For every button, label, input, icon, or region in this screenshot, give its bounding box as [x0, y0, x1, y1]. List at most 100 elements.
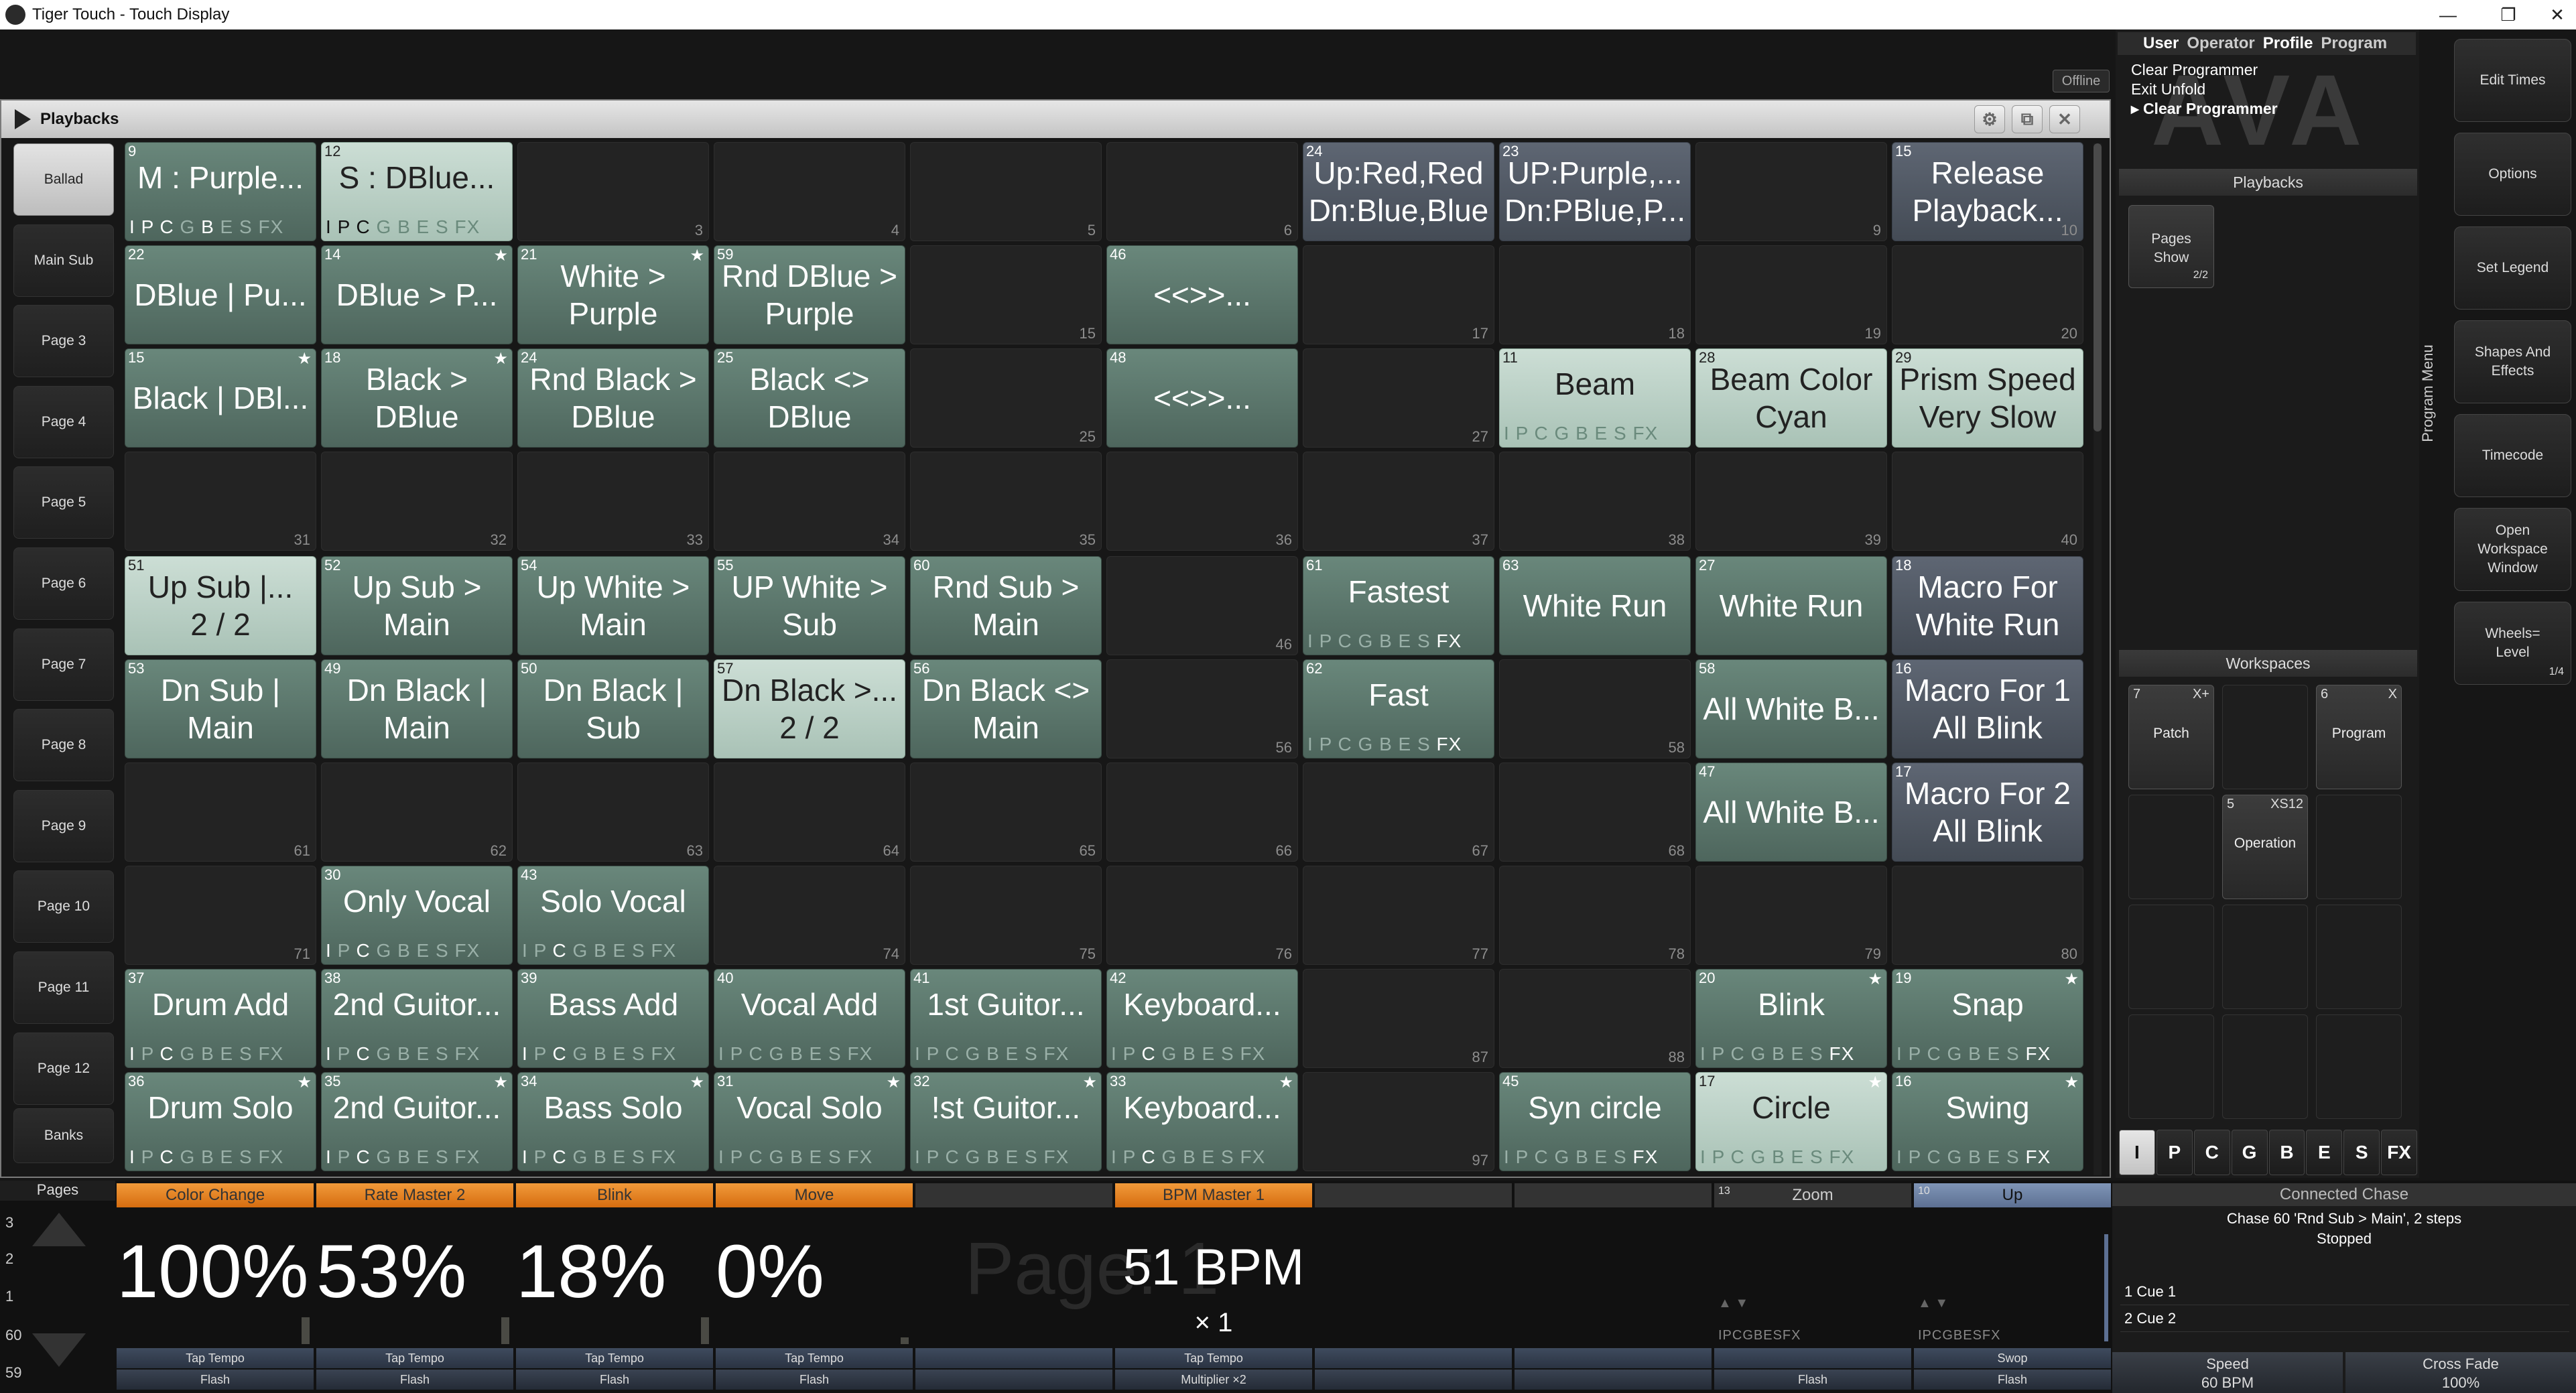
menu-item-clear-programmer-selected[interactable]: ▸ Clear Programmer — [2131, 100, 2278, 117]
playback-fader[interactable]: BPM Master 1 51 BPM × 1 Tap Tempo Multiplier… — [1115, 1183, 1312, 1391]
empty-playback[interactable]: 34 — [714, 452, 905, 551]
playback-button[interactable]: 47 All White B... — [1695, 762, 1887, 862]
empty-playback[interactable]: 3 — [517, 142, 709, 241]
program-menu-button[interactable]: Edit Times — [2454, 39, 2571, 122]
empty-playback[interactable]: 39 — [1695, 452, 1887, 551]
workspace-slot[interactable] — [2222, 905, 2308, 1009]
playback-button[interactable]: 39 Bass Add I P C G B E S FX — [517, 969, 709, 1068]
page-button[interactable]: Page 10 — [13, 870, 114, 943]
empty-playback[interactable]: 46 — [1106, 556, 1298, 655]
playback-button[interactable]: 32 ★ !st Guitor... I P C G B E S FX — [910, 1072, 1102, 1171]
workspace-slot[interactable] — [2128, 1014, 2214, 1119]
attribute-button-g[interactable]: G — [2231, 1130, 2268, 1175]
program-tab[interactable]: User — [2143, 34, 2179, 52]
attribute-button-s[interactable]: S — [2343, 1130, 2380, 1175]
flash-button[interactable]: Flash — [1714, 1370, 1911, 1390]
playback-button[interactable]: 45 Syn circle I P C G B E S FX — [1499, 1072, 1691, 1171]
playback-fader[interactable]: Blink 18% Tap Tempo Flash — [516, 1183, 713, 1391]
playback-fader[interactable] — [915, 1183, 1112, 1391]
empty-playback[interactable]: 32 — [321, 452, 513, 551]
playback-button[interactable]: 17 Macro For 2 All Blink — [1892, 762, 2083, 862]
page-button[interactable]: Ballad — [13, 143, 114, 216]
playback-button[interactable]: 49 Dn Black | Main — [321, 659, 513, 758]
empty-playback[interactable]: 62 — [321, 762, 513, 862]
flash-button[interactable] — [1315, 1370, 1512, 1390]
empty-playback[interactable]: 77 — [1303, 866, 1494, 965]
playback-button[interactable]: 27 White Run — [1695, 556, 1887, 655]
tap-button[interactable]: Tap Tempo — [716, 1348, 913, 1368]
playback-button[interactable]: 42 Keyboard... I P C G B E S FX — [1106, 969, 1298, 1068]
empty-playback[interactable]: 6 — [1106, 142, 1298, 241]
playback-button[interactable]: 40 Vocal Add I P C G B E S FX — [714, 969, 905, 1068]
playback-button[interactable]: 55 UP White > Sub — [714, 556, 905, 655]
playback-button[interactable]: 53 Dn Sub | Main — [125, 659, 316, 758]
page-button[interactable]: Page 3 — [13, 305, 114, 378]
playback-button[interactable]: 62 Fast I P C G B E S FX — [1303, 659, 1494, 758]
page-down-arrow-icon[interactable] — [32, 1333, 86, 1367]
grid-scrollbar[interactable] — [2094, 143, 2102, 1175]
program-tab[interactable]: Program — [2321, 34, 2388, 52]
playback-button[interactable]: 46 <<>>... — [1106, 245, 1298, 344]
cue-item[interactable]: 1 Cue 1 — [2120, 1278, 2569, 1305]
empty-playback[interactable]: 61 — [125, 762, 316, 862]
empty-playback[interactable]: 75 — [910, 866, 1102, 965]
page-button[interactable]: Page 7 — [13, 628, 114, 701]
playback-button[interactable]: 33 ★ Keyboard... I P C G B E S FX — [1106, 1072, 1298, 1171]
empty-playback[interactable]: 76 — [1106, 866, 1298, 965]
attribute-button-e[interactable]: E — [2306, 1130, 2343, 1175]
playback-button[interactable]: 24 Up:Red,Red Dn:Blue,Blue — [1303, 142, 1494, 241]
playback-fader[interactable]: Color Change 100% Tap Tempo Flash — [117, 1183, 314, 1391]
program-menu-button[interactable]: Open Workspace Window — [2454, 508, 2571, 591]
playback-button[interactable]: 50 Dn Black | Sub — [517, 659, 709, 758]
program-tab[interactable]: Profile — [2262, 34, 2313, 52]
empty-playback[interactable]: 25 — [910, 348, 1102, 448]
flash-button[interactable]: Flash — [516, 1370, 713, 1390]
program-menu-button[interactable]: Set Legend — [2454, 226, 2571, 310]
playback-fader[interactable]: Zoom 13 ▲ ▼ IPCGBESFX Flash — [1714, 1183, 1911, 1391]
playback-button[interactable]: 16 Macro For 1 All Blink — [1892, 659, 2083, 758]
workspace-button[interactable]: 5 XS12 Operation — [2222, 795, 2308, 899]
playback-button[interactable]: 43 Solo Vocal I P C G B E S FX — [517, 866, 709, 965]
flash-button[interactable]: Flash — [1914, 1370, 2111, 1390]
page-button[interactable]: Page 11 — [13, 951, 114, 1024]
empty-playback[interactable]: 19 — [1695, 245, 1887, 344]
playback-fader[interactable]: Up 10 ▲ ▼ IPCGBESFX Swop Flash — [1914, 1183, 2111, 1391]
workspace-button[interactable]: 6 X Program — [2316, 685, 2402, 789]
empty-playback[interactable]: 27 — [1303, 348, 1494, 448]
playback-button[interactable]: 54 Up White > Main — [517, 556, 709, 655]
playback-button[interactable]: 18 ★ Black > DBlue — [321, 348, 513, 448]
maximize-button[interactable]: ❐ — [2500, 4, 2516, 25]
empty-playback[interactable]: 87 — [1303, 969, 1494, 1068]
pages-show-button[interactable]: Pages Show 2/2 — [2128, 205, 2214, 288]
program-menu-button[interactable]: Shapes And Effects — [2454, 320, 2571, 403]
page-button[interactable]: Page 4 — [13, 385, 114, 458]
playback-button[interactable]: 15 ★ Black | DBl... — [125, 348, 316, 448]
playback-button[interactable]: 15 10 Release Playback... — [1892, 142, 2083, 241]
scrollbar-thumb[interactable] — [2094, 143, 2102, 432]
tap-button[interactable] — [1515, 1348, 1712, 1368]
playback-fader[interactable]: Rate Master 2 53% Tap Tempo Flash — [316, 1183, 513, 1391]
empty-playback[interactable]: 68 — [1499, 762, 1691, 862]
playback-button[interactable]: 57 Dn Black >... 2 / 2 — [714, 659, 905, 758]
empty-playback[interactable]: 97 — [1303, 1072, 1494, 1171]
playback-button[interactable]: 28 Beam Color Cyan — [1695, 348, 1887, 448]
minimize-button[interactable]: — — [2439, 4, 2457, 25]
page-button[interactable]: Banks — [13, 1108, 114, 1163]
menu-item-exit-unfold[interactable]: Exit Unfold — [2131, 80, 2206, 98]
workspace-slot[interactable] — [2316, 795, 2402, 899]
empty-playback[interactable]: 66 — [1106, 762, 1298, 862]
tap-button[interactable] — [915, 1348, 1112, 1368]
workspace-slot[interactable] — [2222, 1014, 2308, 1119]
empty-playback[interactable]: 71 — [125, 866, 316, 965]
empty-playback[interactable]: 33 — [517, 452, 709, 551]
workspace-slot[interactable] — [2128, 795, 2214, 899]
crossfade-control[interactable]: Cross Fade 100% — [2345, 1352, 2576, 1393]
menu-item-clear-programmer[interactable]: Clear Programmer — [2131, 61, 2258, 78]
playback-button[interactable]: 21 ★ White > Purple — [517, 245, 709, 344]
empty-playback[interactable]: 15 — [910, 245, 1102, 344]
empty-playback[interactable]: 58 — [1499, 659, 1691, 758]
empty-playback[interactable]: 88 — [1499, 969, 1691, 1068]
playback-button[interactable]: 19 ★ Snap I P C G B E S FX — [1892, 969, 2083, 1068]
page-button[interactable]: Page 8 — [13, 709, 114, 782]
